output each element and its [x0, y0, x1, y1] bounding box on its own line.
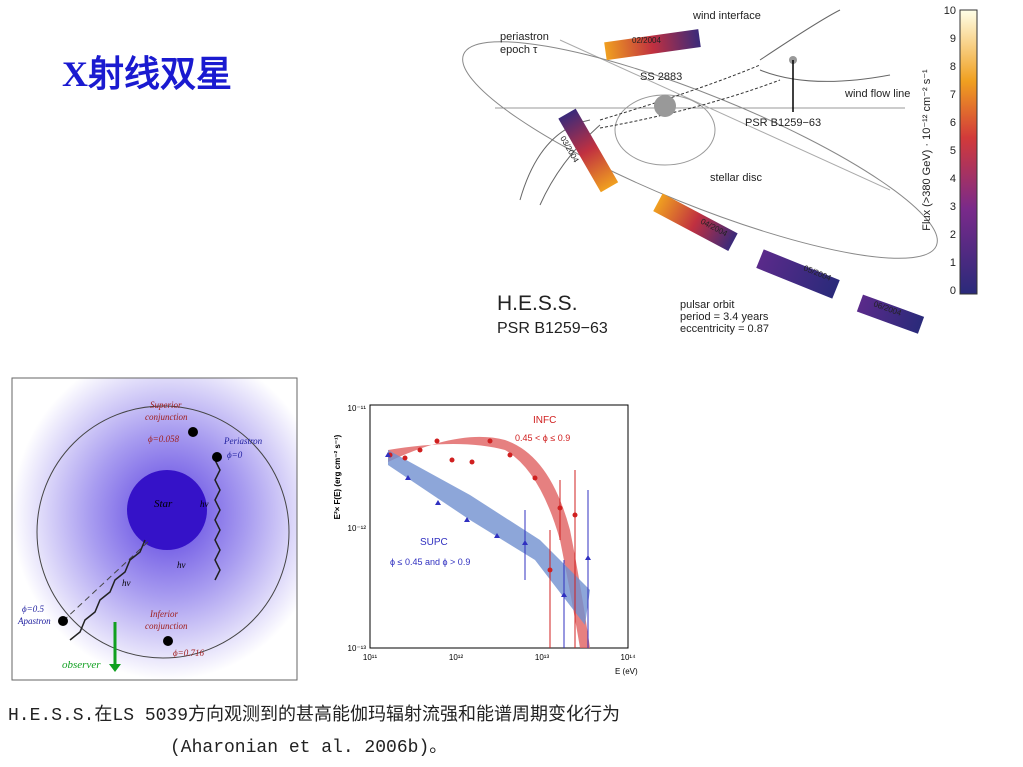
- label: observer: [62, 659, 101, 671]
- label: wind flow line: [844, 88, 910, 100]
- colorbar-tick: 6: [950, 117, 956, 129]
- y-tick-label: 10⁻¹¹: [348, 404, 367, 413]
- series-label: INFC: [533, 415, 556, 426]
- label: conjunction: [145, 412, 188, 422]
- x-tick-label: 10¹³: [535, 653, 550, 662]
- label: hν: [200, 499, 209, 509]
- label: Superior: [150, 400, 182, 410]
- label: periastron: [500, 31, 549, 43]
- colorbar-tick: 4: [950, 173, 956, 185]
- colorbar-tick: 3: [950, 201, 956, 213]
- x-tick-label: 10¹²: [449, 653, 464, 662]
- label: ϕ=0: [227, 450, 243, 460]
- source-label: PSR B1259−63: [497, 320, 608, 337]
- label: epoch τ: [500, 44, 538, 56]
- caption-line: H.E.S.S.在LS 5039方向观测到的甚高能伽玛辐射流强和能谱周期变化行为: [8, 704, 620, 726]
- label: Inferior: [149, 609, 178, 619]
- hess-label: H.E.S.S.: [497, 292, 578, 315]
- label: Star: [154, 498, 173, 510]
- x-axis-label: E (eV): [615, 667, 638, 676]
- y-axis-label: E²× F(E) (erg cm⁻² s⁻¹): [333, 434, 342, 519]
- colorbar: [959, 9, 978, 295]
- slide-title: X射线双星: [62, 54, 232, 94]
- label: wind interface: [692, 10, 761, 22]
- x-tick-label: 10¹⁴: [621, 653, 637, 662]
- label: pulsar orbit: [680, 299, 734, 311]
- label: hν: [122, 578, 131, 588]
- colorbar-tick: 1: [950, 257, 956, 269]
- label: ϕ=0.058: [148, 434, 179, 444]
- label: stellar disc: [710, 172, 762, 184]
- label: eccentricity = 0.87: [680, 323, 769, 335]
- label: ϕ=0.716: [173, 648, 204, 658]
- caption-line: (Aharonian et al. 2006b)。: [170, 738, 447, 758]
- label: PSR B1259−63: [745, 117, 821, 129]
- label: hν: [177, 560, 186, 570]
- label: Periastron: [223, 436, 263, 446]
- geometry-figure: Superior conjunction ϕ=0.058 Periastron …: [11, 377, 298, 681]
- y-tick-label: 10⁻¹³: [348, 644, 367, 653]
- colorbar-tick: 5: [950, 145, 956, 157]
- colorbar-tick: 0: [950, 285, 956, 297]
- label: 02/2004: [632, 36, 661, 45]
- orbit-figure: wind interface periastron epoch τ 02/200…: [462, 5, 978, 337]
- label: conjunction: [145, 621, 188, 631]
- colorbar-label: Flux (>380 GeV) · 10⁻¹² cm⁻² s⁻¹: [921, 69, 933, 231]
- series-label: SUPC: [420, 537, 448, 548]
- series-range: 0.45 < ϕ ≤ 0.9: [515, 433, 570, 443]
- y-tick-label: 10⁻¹²: [348, 524, 367, 533]
- label: period = 3.4 years: [680, 311, 769, 323]
- x-tick-label: 10¹¹: [363, 653, 378, 662]
- series-range: ϕ ≤ 0.45 and ϕ > 0.9: [390, 557, 470, 567]
- colorbar-tick: 2: [950, 229, 956, 241]
- label: SS 2883: [640, 71, 682, 83]
- colorbar-tick: 10: [944, 5, 956, 17]
- colorbar-tick: 8: [950, 61, 956, 73]
- label: ϕ=0.5: [22, 604, 44, 614]
- colorbar-tick: 9: [950, 33, 956, 45]
- colorbar-tick: 7: [950, 89, 956, 101]
- label: Apastron: [17, 616, 51, 626]
